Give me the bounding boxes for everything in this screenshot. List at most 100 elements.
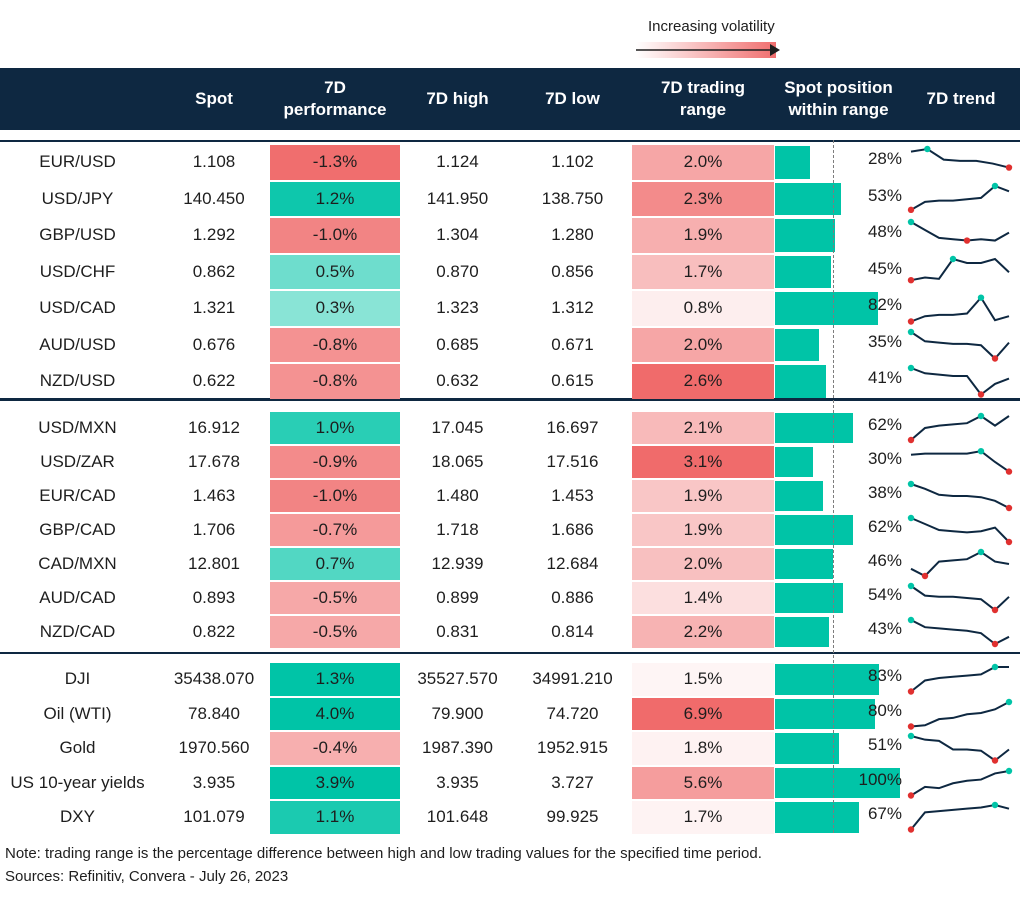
position-value: 67%: [867, 804, 902, 824]
range-value: 2.2%: [632, 616, 774, 648]
pair-label: DXY: [60, 807, 95, 827]
trend-sparkline: [907, 480, 1013, 512]
trend-high-point: [907, 514, 915, 522]
footnote: Note: trading range is the percentage di…: [5, 845, 762, 862]
high-value: 1.323: [436, 298, 479, 318]
trend-sparkline: [907, 616, 1010, 648]
low-value: 34991.210: [532, 669, 613, 689]
high-value: 1.480: [436, 486, 479, 505]
performance-value: 4.0%: [270, 697, 400, 730]
trend-high-point: [977, 548, 985, 556]
trend-low-point: [921, 572, 929, 580]
position-value: 54%: [867, 585, 902, 604]
position-value: 80%: [867, 700, 902, 720]
position-bar: [775, 255, 832, 288]
trend-line: [910, 700, 1010, 727]
performance-value: 1.2%: [270, 181, 400, 216]
trend-high-point: [991, 182, 999, 189]
position-value: 62%: [867, 415, 902, 434]
trend-high-point: [1005, 767, 1013, 774]
low-value: 12.684: [546, 554, 599, 573]
position-value: 83%: [867, 666, 902, 686]
trend-low-point: [1005, 538, 1013, 546]
position-value: 53%: [867, 185, 902, 205]
position-bar: [775, 413, 853, 443]
pair-label: US 10-year yields: [10, 772, 145, 792]
trend-line: [910, 367, 1010, 396]
pair-label: USD/CAD: [39, 298, 116, 318]
high-value: 0.899: [436, 588, 479, 607]
position-bar: [775, 802, 859, 833]
trend-high-point: [907, 480, 915, 488]
high-value: 79.900: [431, 703, 484, 723]
range-value: 2.0%: [632, 145, 774, 180]
performance-value: 1.0%: [270, 412, 400, 444]
midpoint-line: [833, 140, 834, 833]
table-row: DJI 35438.070 1.3% 35527.570 34991.210 1.5% 83…: [0, 662, 1020, 697]
position-value: 43%: [867, 619, 902, 638]
table-row: USD/JPY 140.450 1.2% 141.950 138.750 2.3% 53%: [0, 181, 1020, 218]
section-divider: [0, 652, 1020, 654]
spot-value: 1.321: [192, 298, 236, 318]
trend-low-point: [1005, 164, 1013, 171]
high-value: 17.045: [431, 418, 484, 437]
position-value: 48%: [867, 222, 902, 242]
trend-line: [910, 221, 1010, 242]
spot-value: 78.840: [188, 703, 240, 723]
range-value: 1.9%: [632, 514, 774, 546]
position-bar: [775, 767, 900, 798]
trend-high-point: [977, 294, 985, 301]
position-bar: [775, 698, 875, 729]
range-value: 2.0%: [632, 548, 774, 580]
performance-value: -1.0%: [270, 480, 400, 512]
trend-sparkline: [907, 801, 1010, 833]
spot-value: 0.676: [192, 334, 236, 354]
trend-sparkline: [907, 255, 1010, 283]
spot-value: 1.292: [192, 225, 236, 245]
performance-value: -0.5%: [270, 582, 400, 614]
trend-low-point: [1005, 504, 1013, 512]
trend-sparkline: [907, 767, 1013, 799]
trend-sparkline: [910, 145, 1013, 171]
trend-line: [910, 666, 1009, 693]
performance-value: 3.9%: [270, 766, 400, 799]
pair-label: Oil (WTI): [43, 703, 112, 723]
spot-value: 1970.560: [178, 738, 250, 758]
table-row: AUD/USD 0.676 -0.8% 0.685 0.671 2.0% 35%: [0, 327, 1020, 364]
spot-value: 1.706: [192, 520, 236, 539]
position-bar: [775, 447, 813, 477]
pair-label: GBP/USD: [39, 225, 116, 245]
low-value: 0.886: [551, 588, 594, 607]
pair-label: DJI: [64, 669, 91, 689]
trend-low-point: [907, 791, 915, 799]
range-value: 6.9%: [632, 697, 774, 730]
trend-low-point: [991, 757, 999, 764]
trend-line: [910, 295, 1010, 323]
table-row: USD/MXN 16.912 1.0% 17.045 16.697 2.1% 62%: [0, 411, 1020, 445]
performance-value: 0.3%: [270, 291, 400, 326]
trend-sparkline: [907, 294, 1010, 325]
performance-value: 0.7%: [270, 548, 400, 580]
table-row: EUR/CAD 1.463 -1.0% 1.480 1.453 1.9% 38%: [0, 479, 1020, 513]
position-bar: [775, 328, 819, 361]
low-value: 1.102: [551, 152, 594, 172]
low-value: 1952.915: [537, 738, 608, 758]
performance-value: 1.3%: [270, 663, 400, 696]
pair-label: USD/MXN: [38, 418, 117, 437]
performance-value: 0.5%: [270, 254, 400, 289]
trend-low-point: [907, 436, 915, 444]
trend-sparkline: [907, 364, 1010, 398]
trend-line: [910, 414, 1010, 441]
position-bar: [775, 515, 853, 545]
trend-high-point: [907, 218, 915, 226]
performance-value: -1.3%: [270, 145, 400, 180]
trend-high-point: [1005, 698, 1013, 705]
position-value: 45%: [867, 258, 902, 278]
position-bar: [775, 182, 842, 215]
header-7d-trend: 7D trend: [926, 89, 996, 108]
range-value: 5.6%: [632, 766, 774, 799]
high-value: 1.304: [436, 225, 479, 245]
table-row: USD/ZAR 17.678 -0.9% 18.065 17.516 3.1% 30%: [0, 445, 1020, 479]
header-7d-high: 7D high: [426, 89, 489, 108]
trend-low-point: [991, 606, 999, 614]
